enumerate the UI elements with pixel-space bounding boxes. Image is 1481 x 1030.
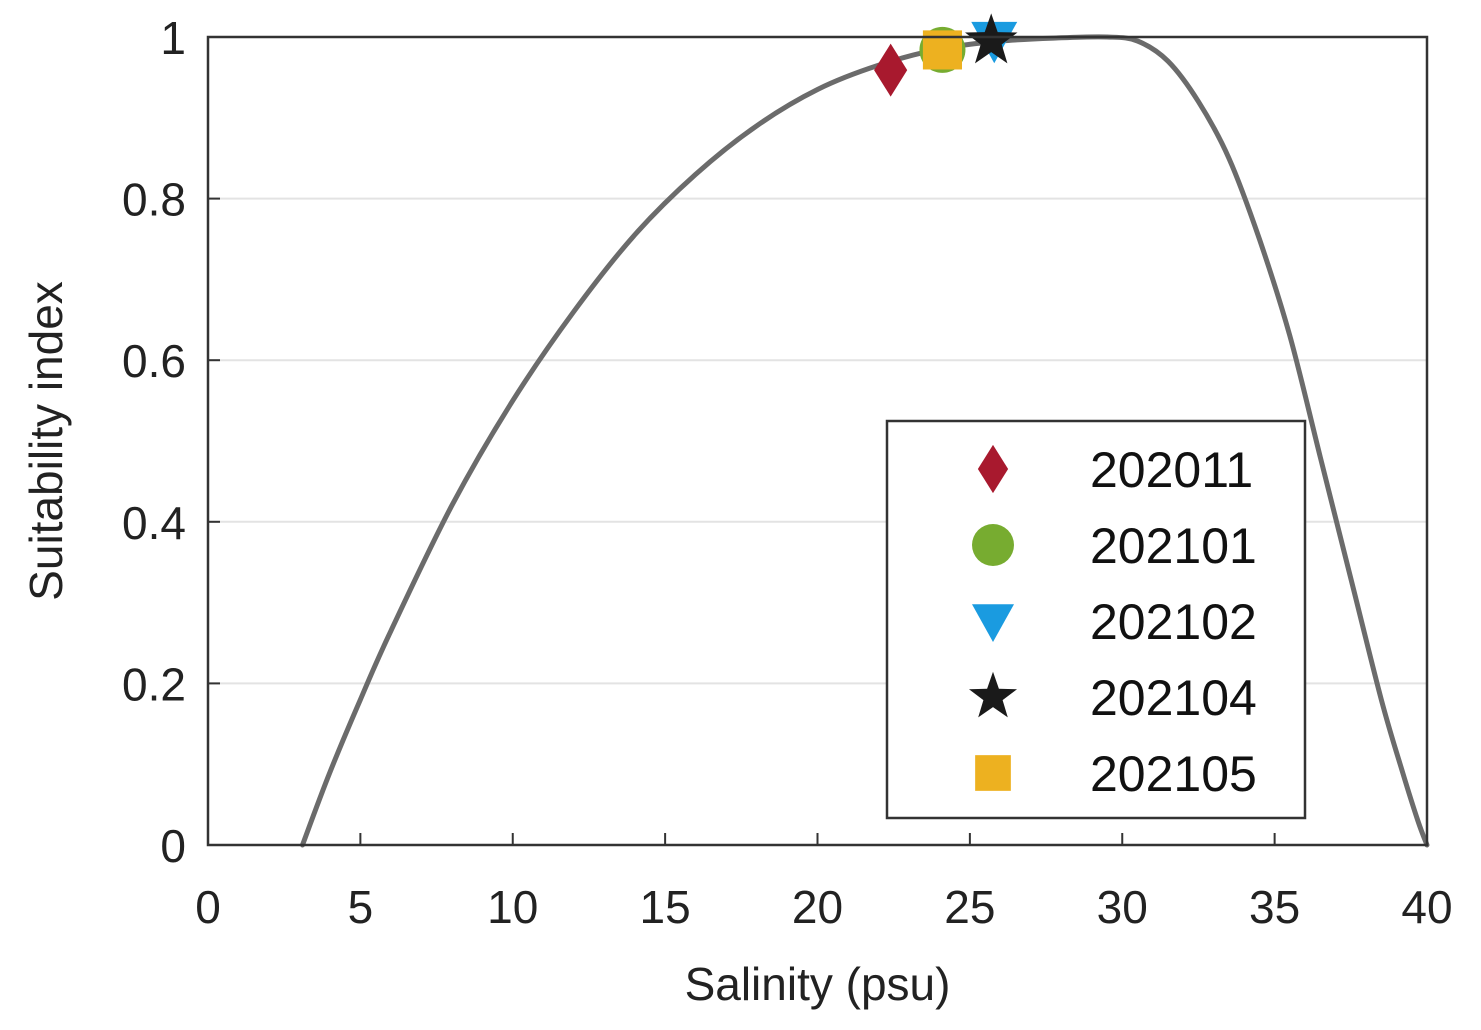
x-tick-label: 20 [792,881,843,933]
x-tick-label: 40 [1401,881,1452,933]
marker-202011 [874,43,908,97]
x-tick-label: 30 [1097,881,1148,933]
legend-label: 202101 [1090,518,1257,574]
y-tick-label: 1 [160,12,186,64]
y-tick-label: 0.6 [122,335,186,387]
legend-label: 202105 [1090,746,1257,802]
legend-marker-202104 [969,671,1017,718]
marker-202104 [965,13,1018,64]
x-tick-label: 0 [195,881,221,933]
legend-box [885,419,1307,820]
y-axis-title: Suitability index [20,281,72,601]
x-tick-label: 15 [640,881,691,933]
axis-ticks: 0 5 10 15 20 25 30 35 40 0 0.2 0.4 0.6 0.8 1 [122,12,1453,933]
x-tick-label: 35 [1249,881,1300,933]
legend-marker-202105 [975,755,1011,791]
legend-marker-202102 [972,604,1014,642]
legend-marker-202011 [977,444,1009,494]
legend-label: 202011 [1090,442,1253,498]
legend: 202011 202101 202102 202104 202105 [885,419,1307,820]
x-tick-label: 25 [944,881,995,933]
data-markers [874,13,1018,97]
x-axis-title: Salinity (psu) [685,958,951,1010]
x-tick-label: 5 [348,881,374,933]
legend-label: 202102 [1090,594,1257,650]
legend-label: 202104 [1090,670,1257,726]
y-tick-label: 0.8 [122,174,186,226]
y-tick-label: 0.2 [122,658,186,710]
x-tick-label: 10 [487,881,538,933]
y-tick-label: 0.4 [122,497,186,549]
y-tick-label: 0 [160,820,186,872]
suitability-curve [300,34,1430,848]
legend-marker-202101 [972,524,1014,566]
